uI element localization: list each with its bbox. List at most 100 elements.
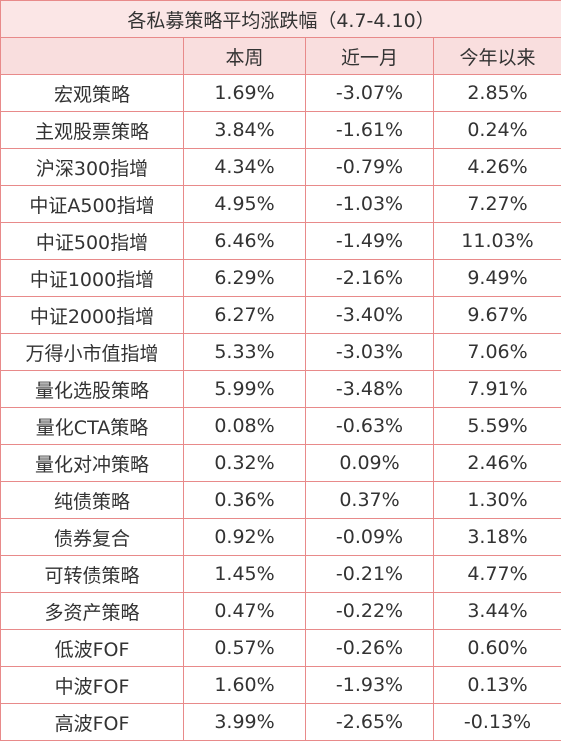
- cell-text: 2.85%: [467, 82, 528, 104]
- value-cell: 5.99%: [183, 370, 306, 408]
- value-cell: 1.69%: [183, 74, 306, 112]
- strategy-name: 沪深300指增: [0, 148, 184, 186]
- value-cell: 4.34%: [183, 148, 306, 186]
- value-cell: 7.27%: [432, 185, 561, 223]
- cell-text: 0.57%: [214, 637, 275, 659]
- cell-text: 4.26%: [467, 156, 528, 178]
- cell-text: -1.61%: [335, 119, 404, 141]
- cell-text: -1.03%: [335, 193, 404, 215]
- value-cell: -0.21%: [305, 555, 434, 593]
- value-cell: -2.16%: [305, 259, 434, 297]
- strategy-name: 中证500指增: [0, 222, 184, 260]
- value-cell: 7.06%: [432, 333, 561, 371]
- value-cell: 1.30%: [432, 481, 561, 519]
- value-cell: -1.03%: [305, 185, 434, 223]
- cell-text: 1.60%: [214, 674, 275, 696]
- cell-text: 4.77%: [467, 563, 528, 585]
- value-cell: -0.22%: [305, 592, 434, 630]
- value-cell: -0.26%: [305, 629, 434, 667]
- cell-text: 4.95%: [214, 193, 275, 215]
- table-row: 量化CTA策略 0.08% -0.63% 5.59%: [0, 407, 561, 445]
- value-cell: 1.45%: [183, 555, 306, 593]
- cell-text: 0.37%: [339, 489, 400, 511]
- value-cell: 3.18%: [432, 518, 561, 556]
- value-cell: -3.40%: [305, 296, 434, 334]
- cell-text: 3.44%: [467, 600, 528, 622]
- cell-text: -0.26%: [335, 637, 404, 659]
- cell-text: 11.03%: [461, 230, 534, 252]
- cell-text: -3.40%: [335, 304, 404, 326]
- cell-text: 2.46%: [467, 452, 528, 474]
- value-cell: 9.49%: [432, 259, 561, 297]
- value-cell: -3.07%: [305, 74, 434, 112]
- value-cell: 0.92%: [183, 518, 306, 556]
- table-row: 量化选股策略 5.99% -3.48% 7.91%: [0, 370, 561, 408]
- cell-text: -3.07%: [335, 82, 404, 104]
- cell-text: 0.92%: [214, 526, 275, 548]
- strategy-name: 宏观策略: [0, 74, 184, 112]
- cell-text: 5.99%: [214, 378, 275, 400]
- cell-text: -3.48%: [335, 378, 404, 400]
- cell-text: 0.47%: [214, 600, 275, 622]
- value-cell: -3.03%: [305, 333, 434, 371]
- value-cell: -1.93%: [305, 666, 434, 704]
- cell-text: 6.46%: [214, 230, 275, 252]
- value-cell: -1.61%: [305, 111, 434, 149]
- strategy-name: 中证A500指增: [0, 185, 184, 223]
- cell-text: -0.13%: [463, 711, 532, 733]
- table-title: 各私募策略平均涨跌幅（4.7-4.10）: [0, 0, 561, 38]
- cell-text: 0.32%: [214, 452, 275, 474]
- cell-text: -3.03%: [335, 341, 404, 363]
- value-cell: 0.47%: [183, 592, 306, 630]
- cell-text: 6.29%: [214, 267, 275, 289]
- cell-text: 6.27%: [214, 304, 275, 326]
- cell-text: 3.18%: [467, 526, 528, 548]
- value-cell: -0.79%: [305, 148, 434, 186]
- value-cell: 11.03%: [432, 222, 561, 260]
- cell-text: 1.45%: [214, 563, 275, 585]
- table-row: 可转债策略 1.45% -0.21% 4.77%: [0, 555, 561, 593]
- table-row: 宏观策略 1.69% -3.07% 2.85%: [0, 74, 561, 112]
- table-row: 高波FOF 3.99% -2.65% -0.13%: [0, 703, 561, 741]
- cell-text: 1.30%: [467, 489, 528, 511]
- cell-text: -1.93%: [335, 674, 404, 696]
- header-corner: [0, 37, 184, 75]
- strategy-name: 中证2000指增: [0, 296, 184, 334]
- value-cell: 0.60%: [432, 629, 561, 667]
- table-row: 沪深300指增 4.34% -0.79% 4.26%: [0, 148, 561, 186]
- cell-text: 9.67%: [467, 304, 528, 326]
- value-cell: -2.65%: [305, 703, 434, 741]
- value-cell: 6.29%: [183, 259, 306, 297]
- strategy-name: 高波FOF: [0, 703, 184, 741]
- column-header: 近一月: [305, 37, 434, 75]
- strategy-name: 多资产策略: [0, 592, 184, 630]
- table-row: 万得小市值指增 5.33% -3.03% 7.06%: [0, 333, 561, 371]
- value-cell: 5.33%: [183, 333, 306, 371]
- strategy-name: 低波FOF: [0, 629, 184, 667]
- cell-text: -2.65%: [335, 711, 404, 733]
- cell-text: 4.34%: [214, 156, 275, 178]
- value-cell: 4.77%: [432, 555, 561, 593]
- table-row: 纯债策略 0.36% 0.37% 1.30%: [0, 481, 561, 519]
- strategy-name: 中证1000指增: [0, 259, 184, 297]
- value-cell: -1.49%: [305, 222, 434, 260]
- cell-text: 0.60%: [467, 637, 528, 659]
- table-row: 多资产策略 0.47% -0.22% 3.44%: [0, 592, 561, 630]
- cell-text: -2.16%: [335, 267, 404, 289]
- strategy-name: 量化对冲策略: [0, 444, 184, 482]
- table-row: 中波FOF 1.60% -1.93% 0.13%: [0, 666, 561, 704]
- cell-text: 3.99%: [214, 711, 275, 733]
- cell-text: 0.24%: [467, 119, 528, 141]
- table-row: 债券复合 0.92% -0.09% 3.18%: [0, 518, 561, 556]
- value-cell: 0.24%: [432, 111, 561, 149]
- table-row: 中证2000指增 6.27% -3.40% 9.67%: [0, 296, 561, 334]
- table-row: 低波FOF 0.57% -0.26% 0.60%: [0, 629, 561, 667]
- value-cell: 0.57%: [183, 629, 306, 667]
- strategy-name: 量化CTA策略: [0, 407, 184, 445]
- value-cell: 2.85%: [432, 74, 561, 112]
- value-cell: -0.63%: [305, 407, 434, 445]
- value-cell: 0.32%: [183, 444, 306, 482]
- strategy-name: 万得小市值指增: [0, 333, 184, 371]
